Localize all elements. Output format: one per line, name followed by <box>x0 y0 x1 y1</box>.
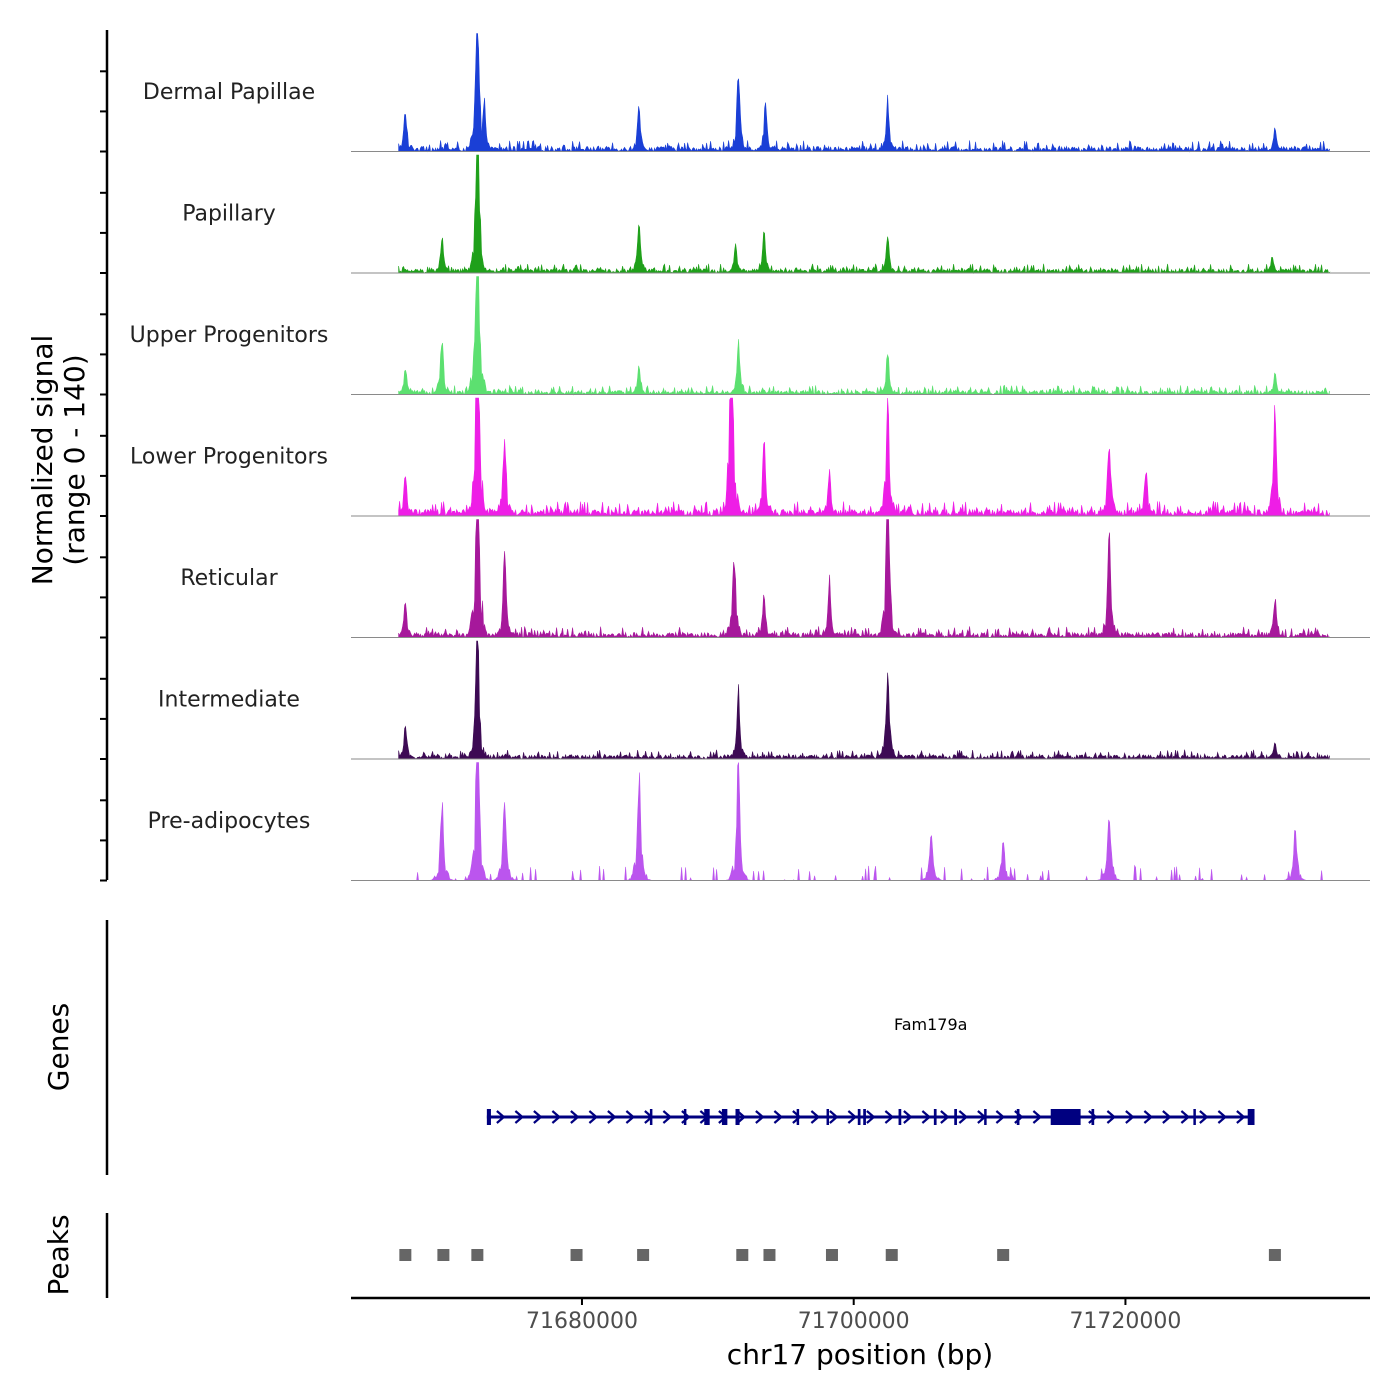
coverage-area-pre-adipocytes <box>398 762 1330 882</box>
coverage-area-upper-progenitors <box>398 276 1330 396</box>
gene-exon <box>1091 1109 1095 1125</box>
coverage-area-reticular <box>398 519 1330 639</box>
peak-marker <box>736 1249 749 1261</box>
coverage-area-dermal-papillae <box>398 33 1330 153</box>
peak-marker <box>471 1249 484 1261</box>
gene-exon <box>1016 1109 1020 1125</box>
gene-strand-arrow <box>792 1110 802 1124</box>
gene-strand-arrow <box>570 1110 580 1124</box>
x-tick-label: 71700000 <box>798 1309 910 1334</box>
x-tick-label: 71720000 <box>1069 1309 1181 1334</box>
gene-strand-arrow <box>921 1110 932 1124</box>
gene-strand-arrow <box>588 1110 599 1124</box>
gene-exon <box>857 1109 861 1125</box>
gene-exon <box>826 1109 830 1125</box>
gene-strand-arrow <box>1125 1110 1135 1124</box>
gene-exon <box>721 1109 728 1125</box>
gene-strand-arrow <box>773 1110 784 1124</box>
gene-strand-arrow <box>1032 1110 1043 1124</box>
gene-exon <box>704 1109 710 1125</box>
gene-strand-arrow <box>847 1110 858 1124</box>
coverage-panel: Dermal Papillae Papillary Upper Progenitor… <box>100 30 1370 882</box>
gene-strand-arrow <box>1088 1110 1098 1124</box>
peak-marker <box>399 1249 412 1261</box>
gene-exon <box>1050 1109 1081 1125</box>
track-label: Reticular <box>180 566 278 591</box>
gene-exon <box>863 1109 866 1125</box>
gene-exon <box>486 1109 491 1125</box>
gene-strand-arrow <box>625 1110 636 1124</box>
peak-marker <box>437 1249 450 1261</box>
gene-strand-arrow <box>884 1110 895 1124</box>
coverage-area-papillary <box>398 154 1331 275</box>
gene-strand-arrow <box>1180 1110 1191 1124</box>
gene-strand-arrow <box>496 1110 506 1124</box>
peak-marker <box>1268 1249 1281 1261</box>
gene-strand-arrow <box>755 1110 765 1124</box>
gene-exon <box>954 1109 957 1125</box>
gene-exon <box>898 1109 902 1125</box>
gene-strand-arrow <box>958 1110 969 1124</box>
coverage-y-title-line1: Normalized signal <box>26 335 59 586</box>
peak-marker <box>825 1249 838 1261</box>
gene-strand-arrow <box>866 1110 876 1124</box>
x-axis: 71680000 71700000 71720000 <box>526 1298 1181 1334</box>
track-label: Pre-adipocytes <box>148 809 311 834</box>
track-label: Intermediate <box>158 688 300 713</box>
genes-panel: Fam179a <box>486 1015 1255 1125</box>
gene-exon <box>984 1109 987 1125</box>
x-tick-label: 71680000 <box>526 1309 638 1334</box>
peak-marker <box>570 1249 583 1261</box>
coverage-area-lower-progenitors <box>398 397 1330 518</box>
gene-exon <box>649 1109 653 1125</box>
gene-exon <box>683 1109 687 1125</box>
gene-strand-arrow <box>736 1110 747 1124</box>
gene-strand-arrow <box>940 1110 950 1124</box>
peak-marker <box>997 1249 1010 1261</box>
peak-marker <box>885 1249 898 1261</box>
gene-strand-arrow <box>607 1110 617 1124</box>
peak-marker <box>763 1249 776 1261</box>
gene-strand-arrow <box>1217 1110 1228 1124</box>
gene-strand-arrow <box>1106 1110 1117 1124</box>
gene-strand-arrow <box>551 1110 562 1124</box>
gene-strand-arrow <box>533 1110 543 1124</box>
gene-strand-arrow <box>662 1110 673 1124</box>
gene-strand-arrow <box>1236 1110 1246 1124</box>
coverage-y-title-line2: (range 0 - 140) <box>58 354 91 565</box>
gene-exon <box>933 1109 937 1125</box>
x-axis-title: chr17 position (bp) <box>727 1338 993 1371</box>
track-label: Lower Progenitors <box>130 445 328 470</box>
gene-exon <box>1247 1109 1255 1125</box>
gene-strand-arrow <box>829 1110 839 1124</box>
gene-label: Fam179a <box>894 1015 967 1034</box>
gene-strand-arrow <box>810 1110 821 1124</box>
peaks-y-title: Peaks <box>42 1214 75 1295</box>
peak-marker <box>637 1249 650 1261</box>
peaks-panel <box>399 1249 1281 1261</box>
coverage-area-intermediate <box>398 640 1330 761</box>
track-label: Dermal Papillae <box>143 80 315 105</box>
gene-exon <box>1193 1109 1196 1125</box>
gene-strand-arrow <box>514 1110 525 1124</box>
gene-strand-arrow <box>995 1110 1006 1124</box>
gene-strand-arrow <box>903 1110 913 1124</box>
track-label: Upper Progenitors <box>130 323 329 348</box>
track-label: Papillary <box>182 202 276 227</box>
gene-strand-arrow <box>1143 1110 1154 1124</box>
gene-strand-arrow <box>1162 1110 1172 1124</box>
gene-exon <box>796 1109 800 1125</box>
genes-y-title: Genes <box>42 1003 75 1091</box>
gene-exon <box>735 1109 740 1125</box>
gene-strand-arrow <box>1199 1110 1209 1124</box>
